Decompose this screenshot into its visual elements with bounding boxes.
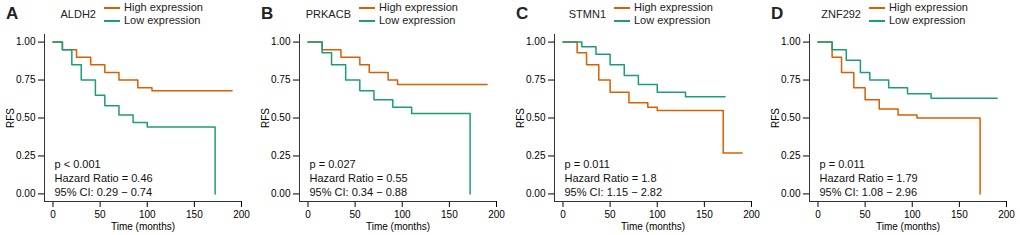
html-text:Low expression: Low expression — [124, 14, 201, 26]
svg-text:0: 0 — [815, 209, 821, 220]
svg-text:200: 200 — [233, 209, 250, 220]
html-text:D: D — [771, 4, 784, 23]
svg-text:150: 150 — [441, 209, 458, 220]
svg-text:0.00: 0.00 — [781, 188, 801, 199]
svg-text:0.50: 0.50 — [16, 112, 36, 123]
svg-text:0.75: 0.75 — [781, 74, 801, 85]
svg-text:Time (months): Time (months) — [366, 221, 430, 232]
svg-text:RFS: RFS — [515, 108, 526, 128]
svg-text:0: 0 — [305, 209, 311, 220]
svg-text:1.00: 1.00 — [16, 36, 36, 47]
html-text:PRKACB: PRKACB — [305, 8, 351, 20]
svg-text:0.50: 0.50 — [271, 112, 291, 123]
svg-text:50: 50 — [860, 209, 872, 220]
svg-text:p = 0.011Hazard Ratio = 1.7995: p = 0.011Hazard Ratio = 1.7995% CI: 1.08… — [820, 158, 918, 198]
svg-text:p = 0.011Hazard Ratio = 1.895%: p = 0.011Hazard Ratio = 1.895% CI: 1.15 … — [565, 158, 663, 198]
svg-text:0.25: 0.25 — [781, 150, 801, 161]
html-text:High expression: High expression — [889, 1, 968, 13]
html-text:Low expression: Low expression — [889, 14, 966, 26]
svg-text:1.00: 1.00 — [271, 36, 291, 47]
svg-text:Time (months): Time (months) — [621, 221, 685, 232]
svg-text:0.25: 0.25 — [271, 150, 291, 161]
svg-text:100: 100 — [904, 209, 921, 220]
html-text:ALDH2: ALDH2 — [60, 8, 96, 20]
svg-text:Time (months): Time (months) — [876, 221, 940, 232]
svg-text:100: 100 — [649, 209, 666, 220]
svg-text:0.00: 0.00 — [271, 188, 291, 199]
svg-text:p = 0.027Hazard Ratio = 0.5595: p = 0.027Hazard Ratio = 0.5595% CI: 0.34… — [310, 158, 408, 198]
svg-text:0.25: 0.25 — [526, 150, 546, 161]
svg-text:0.00: 0.00 — [526, 188, 546, 199]
svg-text:0.25: 0.25 — [16, 150, 36, 161]
svg-text:50: 50 — [95, 209, 107, 220]
svg-text:0.75: 0.75 — [526, 74, 546, 85]
svg-text:100: 100 — [139, 209, 156, 220]
html-text:B: B — [261, 4, 274, 23]
svg-text:50: 50 — [350, 209, 362, 220]
html-text:High expression: High expression — [634, 1, 713, 13]
svg-text:150: 150 — [696, 209, 713, 220]
svg-text:1.00: 1.00 — [781, 36, 801, 47]
svg-text:RFS: RFS — [770, 108, 781, 128]
svg-text:0.50: 0.50 — [781, 112, 801, 123]
svg-text:p < 0.001Hazard Ratio = 0.4695: p < 0.001Hazard Ratio = 0.4695% CI: 0.29… — [55, 158, 153, 198]
svg-text:0: 0 — [560, 209, 566, 220]
html-text:STMN1: STMN1 — [568, 8, 606, 20]
svg-text:150: 150 — [186, 209, 203, 220]
svg-text:150: 150 — [951, 209, 968, 220]
svg-text:0.50: 0.50 — [526, 112, 546, 123]
svg-text:1.00: 1.00 — [526, 36, 546, 47]
svg-text:200: 200 — [743, 209, 760, 220]
svg-text:200: 200 — [488, 209, 505, 220]
svg-text:50: 50 — [605, 209, 617, 220]
svg-text:RFS: RFS — [5, 108, 16, 128]
html-text:Low expression: Low expression — [634, 14, 711, 26]
svg-text:0: 0 — [50, 209, 56, 220]
html-text:C: C — [516, 4, 529, 23]
svg-text:0.75: 0.75 — [271, 74, 291, 85]
html-text:High expression: High expression — [379, 1, 458, 13]
svg-text:100: 100 — [394, 209, 411, 220]
html-text:A: A — [6, 4, 19, 23]
html-text:High expression: High expression — [124, 1, 203, 13]
svg-text:0.75: 0.75 — [16, 74, 36, 85]
svg-text:0.00: 0.00 — [16, 188, 36, 199]
html-text:Low expression: Low expression — [379, 14, 456, 26]
svg-text:Time (months): Time (months) — [111, 221, 175, 232]
svg-text:RFS: RFS — [260, 108, 271, 128]
html-text:ZNF292: ZNF292 — [821, 8, 861, 20]
svg-text:200: 200 — [998, 209, 1015, 220]
